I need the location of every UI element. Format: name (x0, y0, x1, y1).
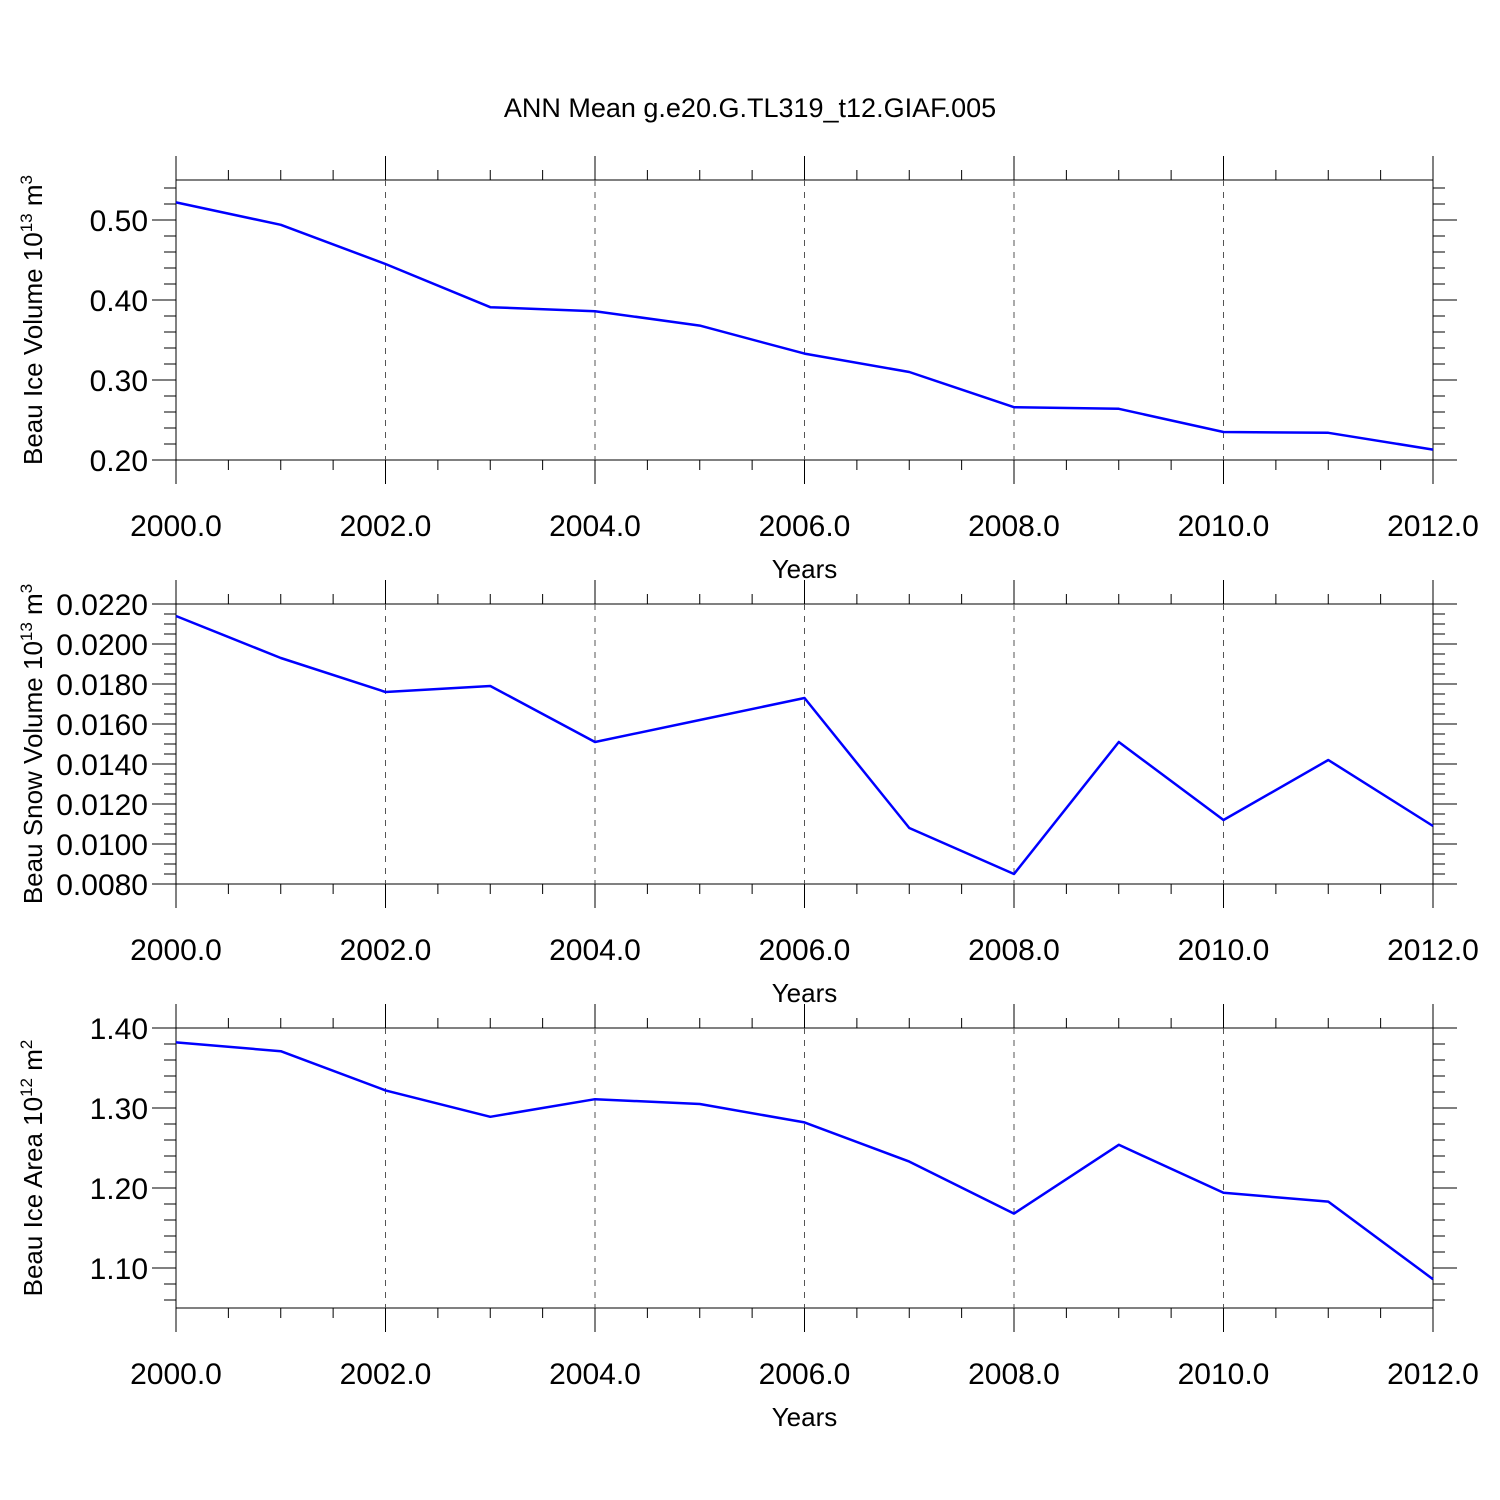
chart-panel-1: 2000.0 2002.0 2004.0 2006.0 2008.0 2010.0 2012… (17, 156, 1479, 584)
figure-title: ANN Mean g.e20.G.TL319_t12.GIAF.005 (504, 93, 996, 123)
series-line (175, 201, 1434, 451)
y-tick-label: 0.20 (90, 445, 148, 478)
series-line (175, 614, 1434, 876)
y-axis-label-part: Beau Ice Volume 10 (18, 232, 48, 465)
y-axis-label-part: 2 (17, 1040, 36, 1049)
x-tick-label: 2012.0 (1387, 1358, 1479, 1391)
y-tick-label: 1.30 (90, 1093, 148, 1126)
x-tick-label: 2006.0 (759, 510, 851, 543)
y-tick-label: 0.0180 (56, 669, 148, 702)
series-line (175, 1041, 1434, 1281)
y-tick-label: 0.0200 (56, 629, 148, 662)
x-tick-label: 2002.0 (340, 1358, 432, 1391)
y-axis-label: Beau Ice Volume 1013 m3 (17, 175, 48, 465)
y-axis-label: Beau Ice Area 1012 m2 (17, 1040, 48, 1297)
x-tick-label: 2004.0 (549, 510, 641, 543)
x-tick-label: 2010.0 (1178, 510, 1270, 543)
y-axis-label-part: 3 (17, 175, 36, 184)
x-tick-label: 2000.0 (130, 934, 222, 967)
y-axis-label-part: 3 (17, 584, 36, 593)
x-axis-label: Years (772, 554, 838, 584)
y-tick-label: 0.0100 (56, 829, 148, 862)
y-axis-label-part: Beau Snow Volume 10 (18, 641, 48, 904)
y-axis-label-part: Beau Ice Area 10 (18, 1097, 48, 1296)
y-tick-label: 0.30 (90, 365, 148, 398)
x-tick-label: 2000.0 (130, 510, 222, 543)
y-tick-label: 0.0220 (56, 589, 148, 622)
y-axis-label: Beau Snow Volume 1013 m3 (17, 584, 48, 904)
x-axis-label: Years (772, 978, 838, 1008)
y-axis-label-part: 13 (17, 213, 36, 232)
x-tick-label: 2010.0 (1178, 934, 1270, 967)
y-tick-label: 1.20 (90, 1173, 148, 1206)
x-tick-label: 2004.0 (549, 934, 641, 967)
x-tick-label: 2002.0 (340, 510, 432, 543)
x-axis-label: Years (772, 1402, 838, 1432)
x-tick-label: 2000.0 (130, 1358, 222, 1391)
y-axis-label-part: 13 (17, 622, 36, 641)
x-tick-label: 2006.0 (759, 934, 851, 967)
chart-panel-3: 2000.0 2002.0 2004.0 2006.0 2008.0 2010.0 2012… (17, 1004, 1479, 1432)
y-tick-label: 0.40 (90, 285, 148, 318)
x-tick-label: 2008.0 (968, 934, 1060, 967)
y-tick-label: 1.40 (90, 1013, 148, 1046)
y-axis-label-part: 12 (17, 1078, 36, 1097)
y-tick-label: 0.0160 (56, 709, 148, 742)
y-tick-label: 0.0140 (56, 749, 148, 782)
x-tick-label: 2002.0 (340, 934, 432, 967)
x-tick-label: 2004.0 (549, 1358, 641, 1391)
y-tick-label: 0.0080 (56, 869, 148, 902)
x-tick-label: 2006.0 (759, 1358, 851, 1391)
y-axis-label-part: m (18, 1049, 48, 1078)
y-tick-label: 0.0120 (56, 789, 148, 822)
x-tick-label: 2008.0 (968, 1358, 1060, 1391)
x-tick-label: 2012.0 (1387, 934, 1479, 967)
x-tick-label: 2008.0 (968, 510, 1060, 543)
chart-panel-2: 2000.0 2002.0 2004.0 2006.0 2008.0 2010.0 2012… (17, 580, 1479, 1008)
y-axis-label-part: m (18, 184, 48, 213)
y-tick-label: 0.50 (90, 205, 148, 238)
y-axis-label-part: m (18, 593, 48, 622)
x-tick-label: 2012.0 (1387, 510, 1479, 543)
y-tick-label: 1.10 (90, 1253, 148, 1286)
x-tick-label: 2010.0 (1178, 1358, 1270, 1391)
panels: 2000.0 2002.0 2004.0 2006.0 2008.0 2010.0 2012… (17, 156, 1479, 1432)
